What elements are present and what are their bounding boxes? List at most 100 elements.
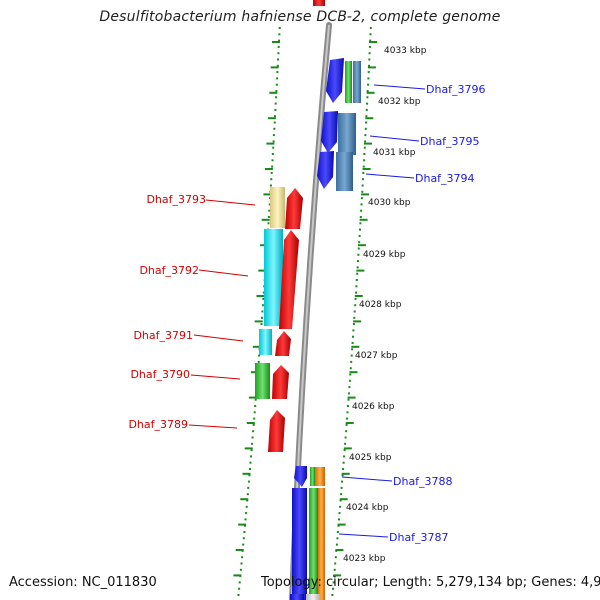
tick-dot [363, 153, 366, 155]
partial-gene-top [313, 0, 325, 6]
tick-dot [247, 486, 250, 489]
tick-dot [275, 96, 278, 99]
accession-text: Accession: NC_011830 [9, 575, 157, 590]
tick-dot [341, 480, 344, 483]
tick-dot [276, 64, 279, 67]
tick-mark [242, 472, 251, 475]
tick-dot [363, 146, 366, 149]
tick-dot [340, 493, 343, 496]
gene-label-dhaf-3792: Dhaf_3792 [139, 264, 199, 277]
tick-mark [267, 117, 276, 120]
tick-dot [270, 178, 273, 181]
tick-dot [278, 39, 280, 42]
tick-dot [249, 468, 251, 470]
tick-dot [258, 354, 261, 357]
gene-dhaf-3794[interactable] [317, 151, 353, 191]
tick-dot [347, 405, 349, 407]
tick-dot [361, 184, 364, 187]
tick-dot [242, 537, 245, 540]
tick-dot [358, 234, 361, 237]
tick-dot [348, 379, 351, 382]
tick-dot [244, 524, 246, 527]
gene-dhaf-3793[interactable] [270, 187, 303, 229]
tick-dot [358, 241, 361, 244]
tick-dot [246, 499, 249, 502]
tick-mark [358, 244, 366, 247]
tick-dot [271, 165, 274, 168]
tick-dot [349, 373, 352, 376]
gene-dhaf-3795[interactable] [321, 111, 356, 155]
tick-dot [261, 316, 263, 319]
tick-dot [267, 222, 270, 225]
tick-dot [274, 115, 276, 118]
tick-dot [275, 83, 278, 86]
tick-dot [369, 33, 372, 36]
tick-dot [364, 134, 367, 137]
tick-dot [335, 543, 338, 546]
tick-dot [368, 52, 371, 55]
tick-dot [352, 335, 354, 338]
tick-dot [274, 102, 277, 105]
tick-dot [369, 39, 372, 42]
tick-dot [359, 222, 362, 225]
tick-dot [369, 27, 372, 29]
tick-mark [343, 447, 352, 450]
tick-dot [350, 360, 353, 363]
tick-dot [360, 197, 363, 200]
tick-mark [233, 574, 242, 577]
gene-dhaf-3788[interactable] [294, 466, 325, 487]
reverse-gene-labels: Dhaf_3793 Dhaf_3792 Dhaf_3791 Dhaf_3790 … [128, 193, 206, 431]
gene-dhaf-3787[interactable] [290, 488, 325, 600]
tick-mark [250, 371, 259, 374]
tick-dot [366, 102, 369, 105]
tick-dot [337, 524, 340, 527]
tick-dot [366, 96, 369, 99]
tick-dot [272, 146, 275, 149]
gene-dhaf-3790[interactable] [255, 363, 289, 399]
tick-dot [336, 531, 339, 533]
tick-dot [362, 165, 365, 168]
tick-dot [342, 468, 345, 470]
tick-mark [337, 523, 346, 526]
tick-dot [239, 568, 242, 571]
tick-mark [347, 396, 356, 399]
tick-dot [364, 140, 367, 143]
tick-dot [333, 568, 336, 571]
tick-dot [252, 430, 255, 433]
tick-mark [252, 345, 261, 348]
tick-dot [360, 209, 363, 212]
tick-dot [344, 442, 347, 445]
tick-dot [271, 153, 274, 155]
tick-dot [352, 323, 355, 326]
tick-dot [238, 581, 241, 584]
kbp-scale: 4033 kbp 4032 kbp 4031 kbp 4030 kbp 4029… [343, 46, 427, 564]
tick-mark [240, 498, 249, 501]
tick-mark [359, 218, 368, 221]
kbp-label: 4024 kbp [346, 503, 389, 513]
tick-mark [246, 422, 255, 424]
tick-mark [269, 91, 278, 94]
tick-mark [264, 168, 273, 170]
tick-mark [354, 295, 363, 297]
gene-dhaf-3796[interactable] [326, 58, 361, 103]
kbp-label: 4026 kbp [352, 402, 395, 412]
tick-dot [355, 279, 358, 281]
tick-dot [355, 291, 357, 294]
tick-mark [261, 218, 270, 221]
tick-dot [268, 209, 271, 212]
gene-dhaf-3789[interactable] [268, 410, 285, 452]
tick-mark [362, 168, 371, 170]
gene-label-dhaf-3788: Dhaf_3788 [393, 475, 453, 488]
tick-dot [277, 52, 280, 55]
gene-dhaf-3792[interactable] [264, 229, 299, 329]
kbp-label: 4027 kbp [355, 351, 398, 361]
tick-dot [237, 594, 240, 596]
tick-mark [263, 193, 272, 196]
gene-label-dhaf-3789: Dhaf_3789 [128, 418, 188, 431]
tick-dot [278, 33, 281, 36]
tick-dot [341, 474, 344, 477]
tick-dot [254, 405, 257, 407]
tick-dot [354, 297, 357, 300]
gene-dhaf-3791[interactable] [259, 329, 291, 356]
